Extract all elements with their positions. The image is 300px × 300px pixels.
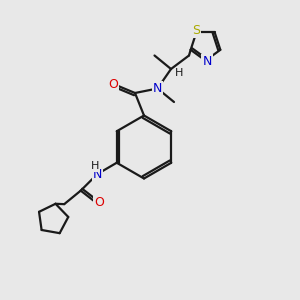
Text: N: N <box>153 82 162 95</box>
Text: N: N <box>202 55 212 68</box>
Text: H: H <box>91 161 99 171</box>
Text: S: S <box>192 24 200 38</box>
Text: H: H <box>175 68 184 79</box>
Text: N: N <box>92 168 102 181</box>
Text: O: O <box>109 77 118 91</box>
Text: O: O <box>94 196 104 209</box>
